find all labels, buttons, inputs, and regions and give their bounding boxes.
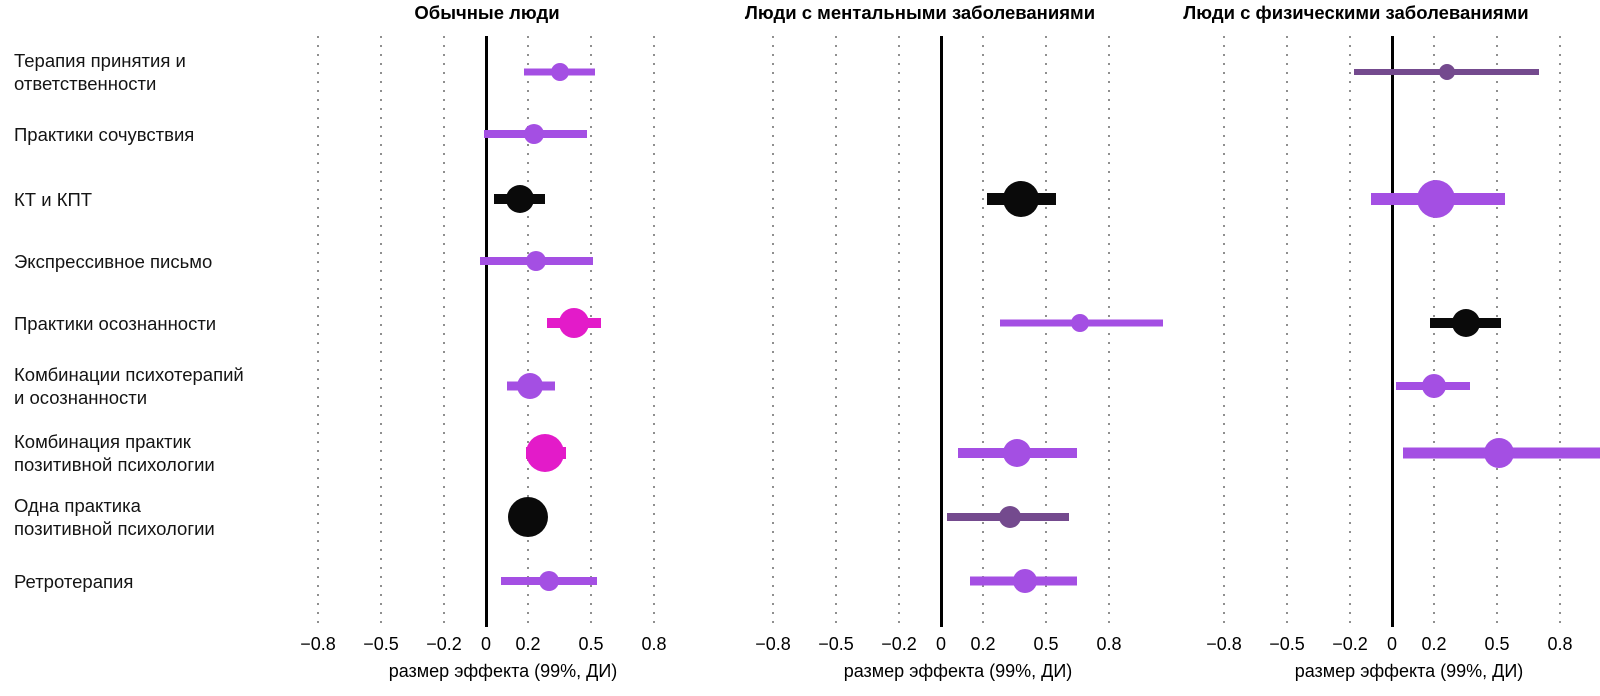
plot-area xyxy=(298,36,708,627)
category-label-line: КТ и КПТ xyxy=(14,188,93,210)
gridline xyxy=(380,36,382,627)
data-point-marker xyxy=(1451,309,1480,337)
category-label: Практики сочувствия xyxy=(14,123,194,146)
category-label-line: и осознанности xyxy=(14,387,148,408)
x-tick-label: 0.8 xyxy=(1096,634,1122,654)
panel-title: Люди с физическими заболеваниями xyxy=(1183,2,1529,23)
category-label-line: Практики сочувствия xyxy=(14,123,195,145)
gridline xyxy=(1223,36,1225,627)
data-point-marker xyxy=(559,308,590,338)
gridline xyxy=(1349,36,1351,627)
gridline xyxy=(1496,36,1498,627)
gridline xyxy=(982,36,984,627)
gridline xyxy=(1045,36,1047,627)
x-tick-label: −0.8 xyxy=(300,634,336,654)
x-tick-label: −0.5 xyxy=(818,634,854,654)
category-labels-column: Терапия принятия и ответственности Практик… xyxy=(0,0,298,696)
data-point-marker xyxy=(999,506,1022,528)
panel-ordinary-people: Обычные люди размер эффекта (99%, ДИ) −0… xyxy=(298,0,708,696)
x-tick-label: 0 xyxy=(480,634,492,654)
data-point-marker xyxy=(1484,438,1515,468)
data-point-marker xyxy=(505,185,534,213)
category-label-line: Практики осознанности xyxy=(14,312,217,334)
panel-title: Люди с ментальными заболеваниями xyxy=(744,2,1096,23)
data-point-marker xyxy=(1438,64,1455,80)
gridline xyxy=(772,36,774,627)
panel-mental-illness: Люди с ментальными заболеваниями размер … xyxy=(745,0,1163,696)
category-label-line: Комбинация практик xyxy=(14,431,191,452)
gridline xyxy=(835,36,837,627)
x-tick-label: 0 xyxy=(935,634,947,654)
data-point-marker xyxy=(1417,180,1456,218)
plot-area xyxy=(753,36,1163,627)
category-label-line: Экспрессивное письмо xyxy=(14,250,213,272)
category-label-line: Терапия принятия и xyxy=(14,50,186,71)
gridline xyxy=(1559,36,1561,627)
gridline xyxy=(317,36,319,627)
gridline xyxy=(527,36,529,627)
data-point-marker xyxy=(1002,439,1031,467)
category-label-line: Ретротерапия xyxy=(14,570,134,592)
x-tick-label: −0.8 xyxy=(755,634,791,654)
zero-line xyxy=(939,36,943,627)
zero-line xyxy=(484,36,488,627)
x-tick-label: −0.5 xyxy=(1269,634,1305,654)
gridline xyxy=(590,36,592,627)
gridline xyxy=(653,36,655,627)
x-tick-label: −0.2 xyxy=(426,634,462,654)
x-tick-label: 0 xyxy=(1386,634,1398,654)
data-point-marker xyxy=(1002,181,1039,217)
x-axis-label: размер эффекта (99%, ДИ) xyxy=(1294,661,1524,681)
x-tick-label: −0.2 xyxy=(1332,634,1368,654)
data-point-marker xyxy=(539,571,559,591)
data-point-marker xyxy=(550,63,569,81)
x-axis-label: размер эффекта (99%, ДИ) xyxy=(388,661,618,681)
category-label-line: позитивной психологии xyxy=(14,518,215,539)
panel-title: Обычные люди xyxy=(414,2,560,23)
x-axis-label: размер эффекта (99%, ДИ) xyxy=(843,661,1073,681)
plot-area xyxy=(1204,36,1600,627)
data-point-marker xyxy=(517,373,544,399)
x-tick-label: 0.8 xyxy=(641,634,667,654)
x-tick-label: 0.5 xyxy=(1484,634,1510,654)
category-label-line: Комбинации психотерапий xyxy=(14,364,244,385)
category-label: Ретротерапия xyxy=(14,570,133,593)
category-label: КТ и КПТ xyxy=(14,188,92,211)
category-label: Комбинация практик позитивной психологии xyxy=(14,430,215,476)
gridline xyxy=(443,36,445,627)
category-label: Практики осознанности xyxy=(14,312,216,335)
category-label-line: позитивной психологии xyxy=(14,454,215,475)
gridline xyxy=(1433,36,1435,627)
x-tick-label: 0.5 xyxy=(1033,634,1059,654)
x-tick-label: −0.8 xyxy=(1206,634,1242,654)
data-point-marker xyxy=(1013,569,1037,593)
category-label: Терапия принятия и ответственности xyxy=(14,49,186,95)
x-tick-label: −0.2 xyxy=(881,634,917,654)
category-label: Комбинации психотерапий и осознанности xyxy=(14,363,244,409)
x-tick-label: 0.8 xyxy=(1547,634,1573,654)
x-tick-label: 0.2 xyxy=(1421,634,1447,654)
gridline xyxy=(898,36,900,627)
x-tick-label: 0.5 xyxy=(578,634,604,654)
data-point-marker xyxy=(524,124,545,144)
data-point-marker xyxy=(1070,314,1089,332)
category-label-line: ответственности xyxy=(14,73,157,94)
category-label: Одна практика позитивной психологии xyxy=(14,494,215,540)
data-point-marker xyxy=(508,497,548,537)
category-label: Экспрессивное письмо xyxy=(14,250,212,273)
category-label-line: Одна практика xyxy=(14,495,141,516)
data-point-marker xyxy=(1422,374,1446,398)
panel-physical-illness: Люди с физическими заболеваниями размер … xyxy=(1183,0,1600,696)
data-point-marker xyxy=(525,434,564,472)
gridline xyxy=(1108,36,1110,627)
x-tick-label: 0.2 xyxy=(970,634,996,654)
gridline xyxy=(1286,36,1288,627)
data-point-marker xyxy=(526,251,547,271)
zero-line xyxy=(1390,36,1394,627)
x-tick-label: −0.5 xyxy=(363,634,399,654)
x-tick-label: 0.2 xyxy=(515,634,541,654)
